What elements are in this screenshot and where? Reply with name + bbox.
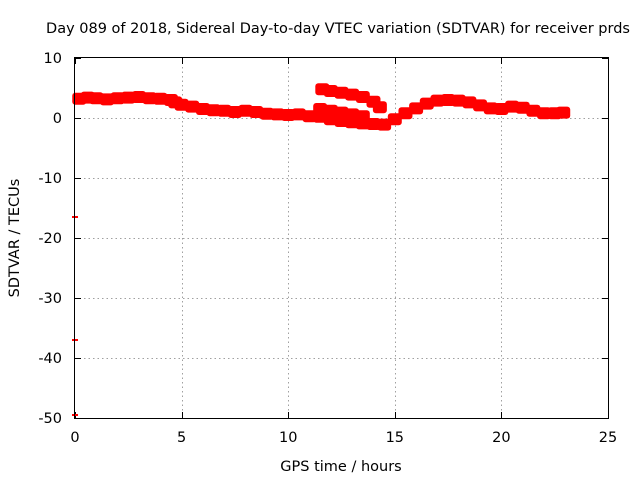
data-point	[99, 93, 114, 106]
data-point	[366, 118, 381, 130]
data-point	[387, 113, 402, 126]
data-point	[323, 85, 338, 97]
data-point	[238, 104, 253, 117]
data-point	[345, 88, 360, 101]
data-point	[494, 103, 509, 115]
y-tick-labels: 10 0 -10 -20 -30 -40 -50	[38, 51, 62, 427]
y-tick-label: 0	[53, 111, 62, 127]
x-tick-label: 15	[386, 430, 404, 446]
data-point	[537, 107, 552, 120]
data-point	[302, 110, 317, 123]
y-tick-label: -20	[38, 231, 62, 247]
data-point	[131, 91, 146, 103]
data-point	[174, 98, 189, 111]
plot-frame	[74, 57, 609, 419]
data-point	[473, 99, 488, 112]
data-point	[323, 104, 338, 117]
y-axis-label: SDTVAR / TECUs	[7, 179, 23, 298]
data-point	[515, 101, 530, 114]
data-series-sdtvar	[72, 83, 571, 416]
x-tick-label: 10	[279, 430, 297, 446]
data-point	[110, 92, 125, 105]
x-tick-labels: 0 5 10 15 20 25	[70, 430, 617, 446]
x-tick-label: 20	[492, 430, 510, 446]
data-point	[441, 94, 456, 106]
data-point	[430, 94, 445, 107]
data-point	[556, 106, 571, 119]
data-point	[185, 100, 200, 113]
data-point	[377, 118, 392, 131]
x-tick-label: 25	[599, 430, 617, 446]
y-tick-label: -10	[38, 171, 62, 187]
data-point	[334, 86, 349, 99]
data-point	[526, 104, 541, 117]
data-point	[195, 103, 210, 115]
data-point	[313, 103, 328, 115]
data-point	[217, 104, 232, 117]
data-point	[281, 109, 296, 121]
y-tick-label: -40	[38, 351, 62, 367]
data-point	[483, 102, 498, 115]
data-point	[355, 91, 370, 103]
data-point	[89, 92, 104, 105]
data-point	[206, 104, 221, 117]
data-point	[505, 100, 520, 113]
data-point	[142, 92, 157, 105]
data-point	[259, 107, 274, 120]
data-point	[270, 108, 285, 121]
y-tick-label: -30	[38, 291, 62, 307]
x-tick-label: 5	[177, 430, 186, 446]
data-point	[409, 102, 424, 115]
data-point	[419, 97, 434, 110]
data-point	[291, 108, 306, 121]
data-point	[372, 101, 387, 114]
data-point	[334, 106, 349, 119]
data-point	[153, 92, 168, 105]
data-point	[462, 96, 477, 109]
data-point	[121, 91, 136, 104]
x-axis-label: GPS time / hours	[280, 459, 401, 475]
data-point	[227, 106, 242, 118]
chart-title: Day 089 of 2018, Sidereal Day-to-day VTE…	[46, 21, 630, 37]
x-tick-label: 0	[70, 430, 79, 446]
y-tick-label: 10	[44, 51, 62, 67]
data-point	[345, 108, 360, 121]
data-point	[451, 94, 466, 107]
data-point	[355, 110, 370, 123]
y-tick-label: -50	[38, 411, 62, 427]
data-point	[249, 106, 264, 118]
data-point	[398, 107, 413, 120]
